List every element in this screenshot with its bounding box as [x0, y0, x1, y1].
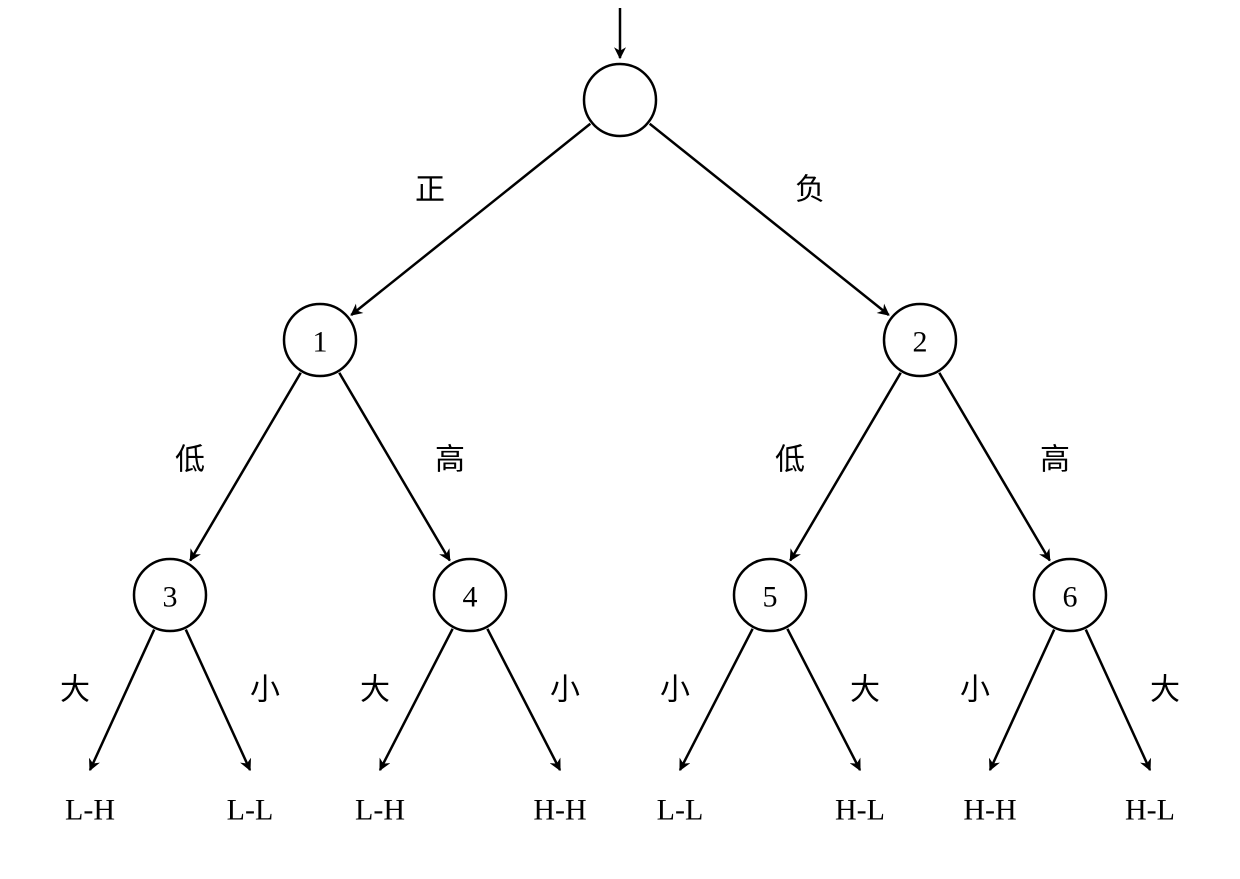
edge-label: 大	[360, 674, 390, 707]
tree-edge	[939, 373, 1049, 561]
leaf-label: H-H	[533, 794, 586, 827]
edge-label: 大	[60, 674, 90, 707]
edge-label: 低	[775, 444, 805, 477]
leaf-label: L-H	[65, 794, 115, 827]
tree-edge	[650, 124, 889, 315]
leaf-label: L-H	[355, 794, 405, 827]
edge-label: 正	[415, 174, 445, 207]
tree-edge	[990, 630, 1054, 770]
edge-label: 负	[795, 174, 825, 207]
node-label: 4	[463, 581, 478, 614]
edge-label: 小	[960, 674, 990, 707]
edge-label: 低	[175, 444, 205, 477]
tree-edge	[680, 629, 753, 770]
edge-label: 小	[250, 674, 280, 707]
leaf-label: H-H	[963, 794, 1016, 827]
leaf-label: H-L	[1125, 794, 1175, 827]
leaf-label: H-L	[835, 794, 885, 827]
tree-edge	[339, 373, 449, 561]
tree-edge	[1086, 630, 1150, 770]
decision-tree-diagram: 正 负低 高 低 高大 小 大 小 小 大 小 大 1 2 3 4 5 6 L-H L-L L-H H-H L-L H-L H-…	[0, 0, 1240, 879]
tree-node	[584, 64, 656, 136]
tree-edge	[790, 373, 900, 561]
tree-edge	[351, 124, 590, 315]
tree-edge	[90, 630, 154, 770]
edge-label: 高	[435, 444, 465, 477]
edge-label: 小	[550, 674, 580, 707]
node-label: 6	[1063, 581, 1078, 614]
node-label: 1	[313, 326, 328, 359]
leaf-label: L-L	[657, 794, 704, 827]
tree-edge	[190, 373, 300, 561]
tree-edge	[380, 629, 453, 770]
edge-label: 大	[1150, 674, 1180, 707]
node-label: 3	[163, 581, 178, 614]
edge-label: 高	[1040, 444, 1070, 477]
edge-label: 大	[850, 674, 880, 707]
leaf-label: L-L	[227, 794, 274, 827]
node-label: 5	[763, 581, 778, 614]
tree-edge	[186, 630, 250, 770]
node-label: 2	[913, 326, 928, 359]
edge-label: 小	[660, 674, 690, 707]
